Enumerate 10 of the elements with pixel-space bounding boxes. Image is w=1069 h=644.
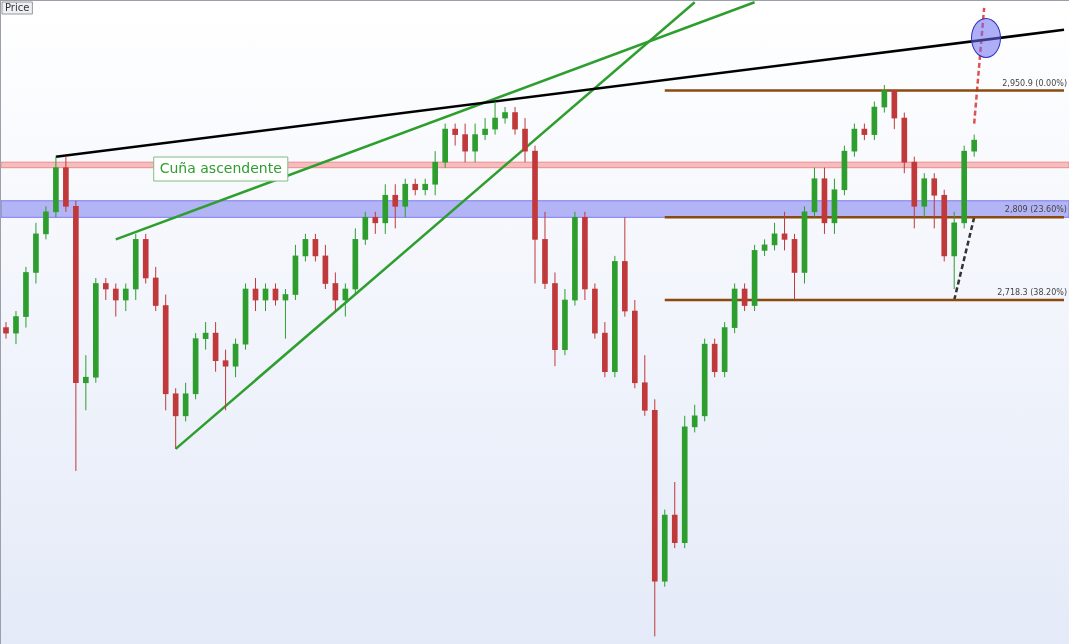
annotation: 2,718.3 (38.20%) xyxy=(997,288,1067,298)
candlestick xyxy=(921,172,928,218)
candlestick xyxy=(641,354,648,417)
text: Price xyxy=(5,2,30,14)
candlestick xyxy=(392,183,399,229)
annotation: 2,809 (23.60%) xyxy=(1004,205,1067,215)
annotation: Cuña ascendente xyxy=(159,160,282,177)
candlestick xyxy=(691,404,698,433)
annotation: 2,950.9 (0.00%) xyxy=(1002,78,1067,88)
candlestick xyxy=(931,172,938,229)
